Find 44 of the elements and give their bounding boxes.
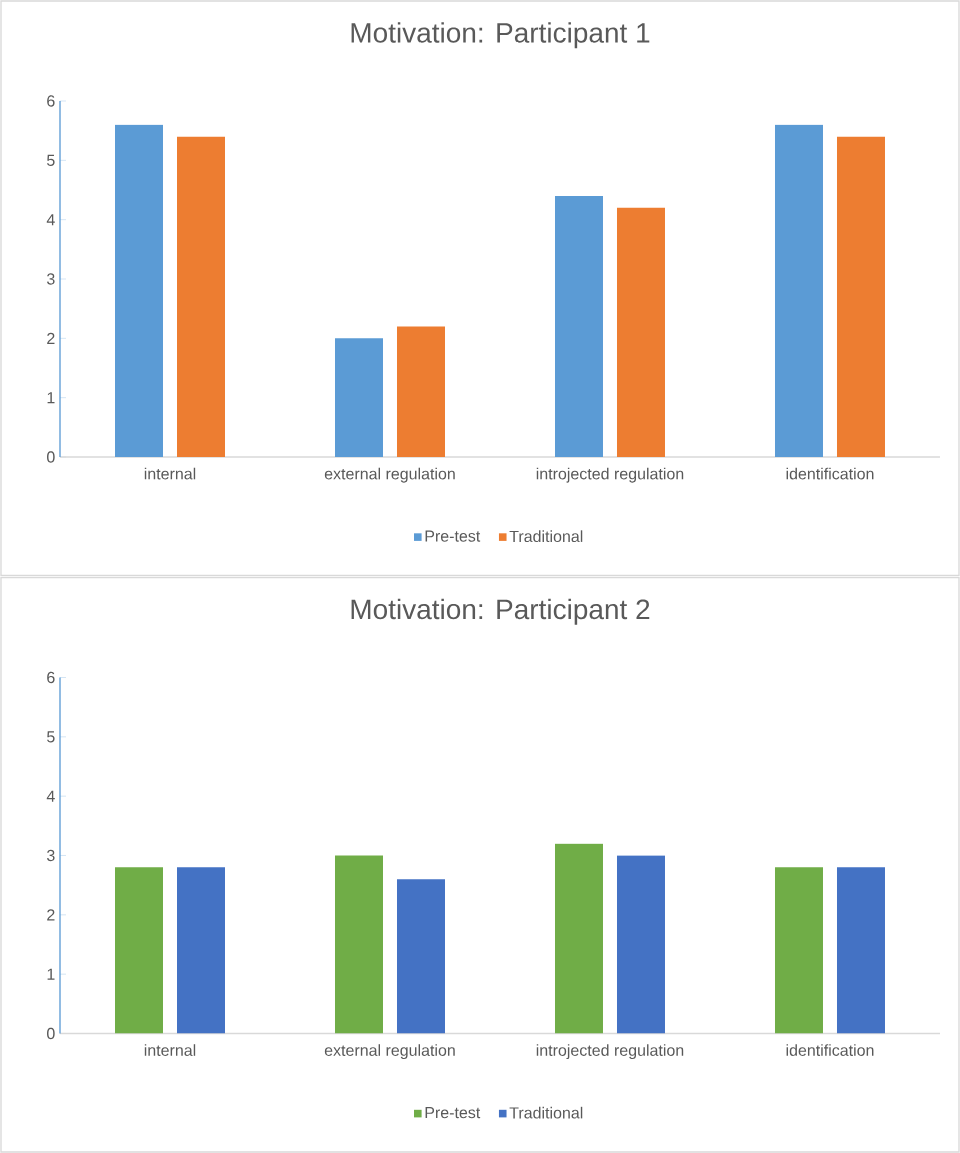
- y-tick-label: 3: [47, 273, 55, 285]
- bar: [836, 136, 885, 458]
- bar: [836, 867, 885, 1034]
- y-tick-label: 4: [46, 214, 55, 226]
- y-tick-label: 3: [47, 849, 55, 862]
- y-tick-label: 6: [47, 95, 55, 107]
- bar: [177, 867, 225, 1034]
- y-tick-label: 5: [47, 154, 55, 166]
- bar: [774, 124, 823, 458]
- chart-title: Motivation: Participant 2: [351, 598, 650, 625]
- y-tick-label: 2: [47, 909, 55, 921]
- y-tick-label: 5: [47, 731, 55, 743]
- y-tick-label: 4: [46, 790, 55, 802]
- bar: [397, 326, 445, 458]
- y-tick-label: 1: [47, 968, 55, 980]
- bar: [397, 879, 445, 1034]
- x-tick-label: external regulation: [324, 467, 455, 483]
- x-tick-label: internal: [144, 467, 196, 480]
- bar: [616, 855, 665, 1034]
- chart-title: Motivation: Participant 1: [351, 22, 650, 49]
- bar: [335, 338, 383, 458]
- y-tick-label: 2: [47, 332, 55, 344]
- y-tick-label: 0: [47, 451, 55, 463]
- x-tick-label: introjected regulation: [536, 467, 684, 483]
- x-tick-label: identification: [786, 467, 874, 480]
- x-tick-label: external regulation: [324, 1044, 455, 1060]
- bar: [335, 855, 383, 1034]
- bar: [555, 843, 603, 1034]
- x-tick-label: introjected regulation: [536, 1044, 684, 1060]
- bar: [774, 867, 823, 1034]
- legend-label: Traditional: [509, 1106, 583, 1119]
- bar: [115, 867, 163, 1034]
- legend-label: Pre-test: [425, 1107, 481, 1119]
- legend-label: Traditional: [509, 530, 583, 543]
- x-tick-label: identification: [786, 1044, 874, 1056]
- y-tick-label: 0: [47, 1027, 55, 1040]
- y-tick-label: 1: [47, 392, 55, 404]
- bar: [115, 124, 163, 458]
- x-tick-label: internal: [144, 1044, 196, 1056]
- bar: [616, 207, 665, 458]
- legend-label: Pre-test: [425, 530, 481, 542]
- y-tick-label: 6: [47, 671, 55, 684]
- bar: [555, 195, 603, 458]
- bar: [177, 136, 225, 458]
